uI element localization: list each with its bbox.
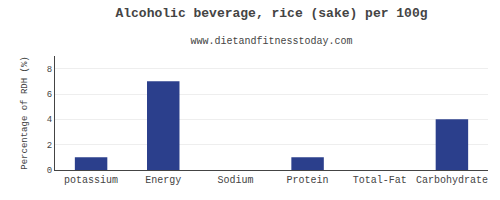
svg-text:www.dietandfitnesstoday.com: www.dietandfitnesstoday.com — [190, 36, 352, 47]
svg-text:potassium: potassium — [64, 175, 118, 186]
svg-text:Alcoholic beverage, rice (sake: Alcoholic beverage, rice (sake) per 100g — [115, 6, 427, 21]
svg-text:Percentage of RDH (%): Percentage of RDH (%) — [20, 56, 30, 169]
svg-text:Sodium: Sodium — [217, 175, 253, 186]
svg-text:8: 8 — [47, 65, 52, 75]
svg-text:6: 6 — [47, 90, 52, 100]
svg-text:Carbohydrate: Carbohydrate — [416, 175, 488, 186]
svg-text:Total-Fat: Total-Fat — [353, 175, 407, 186]
svg-text:Protein: Protein — [287, 175, 329, 186]
svg-text:4: 4 — [47, 115, 52, 125]
svg-text:0: 0 — [47, 166, 52, 176]
svg-text:Energy: Energy — [145, 175, 181, 186]
svg-text:2: 2 — [47, 141, 52, 151]
